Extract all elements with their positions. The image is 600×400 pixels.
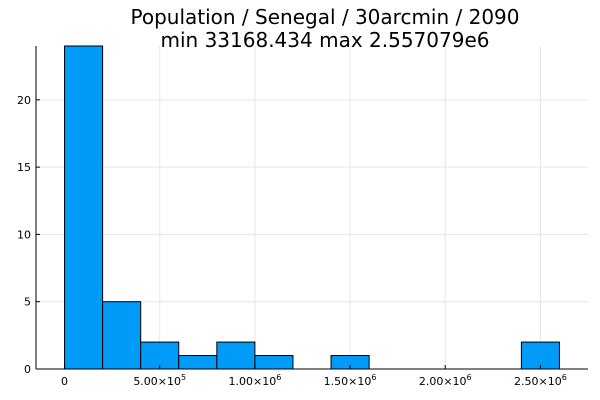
x-axis-ticks: 0 5.00×105 1.00×106 1.50×106 2.00×106 2.50×10…: [61, 365, 567, 388]
y-tick-label: 10: [17, 228, 31, 241]
histogram-bar: [520, 341, 560, 370]
histogram-bar: [140, 341, 180, 370]
histogram-bar: [216, 341, 256, 370]
x-tick-label: 5.00×105: [133, 373, 186, 388]
histogram-bar: [178, 355, 218, 370]
x-tick-label-exponent: 6: [371, 373, 376, 382]
x-tick-label: 2.00×106: [419, 373, 472, 388]
histogram-bar: [254, 355, 294, 370]
x-tick-label: 1.00×106: [228, 373, 281, 388]
x-tick-label: 1.50×106: [324, 373, 377, 388]
x-tick-label-exponent: 5: [181, 373, 186, 382]
y-tick-label: 15: [17, 161, 31, 174]
histogram-bar: [102, 301, 142, 370]
histogram-bar: [64, 45, 104, 370]
x-tick-label-base: 2.50×10: [514, 375, 562, 388]
y-tick-label: 0: [24, 363, 31, 376]
chart-subtitle: min 33168.434 max 2.557079e6: [161, 28, 490, 52]
y-tick-label: 5: [24, 296, 31, 309]
histogram-bars: [64, 45, 560, 370]
y-axis-ticks: 0 5 10 15 20: [17, 94, 40, 376]
x-tick-label-base: 5.00×10: [133, 375, 181, 388]
x-tick-label: 0: [61, 375, 68, 388]
x-tick-label-exponent: 6: [562, 373, 567, 382]
x-tick-label-base: 1.50×10: [324, 375, 372, 388]
y-tick-label: 20: [17, 94, 31, 107]
chart-title: Population / Senegal / 30arcmin / 2090: [130, 5, 519, 29]
x-tick-label-exponent: 6: [276, 373, 281, 382]
x-tick-label: 2.50×106: [514, 373, 567, 388]
x-tick-label-exponent: 6: [467, 373, 472, 382]
x-tick-label-base: 2.00×10: [419, 375, 467, 388]
x-tick-label-base: 1.00×10: [228, 375, 276, 388]
